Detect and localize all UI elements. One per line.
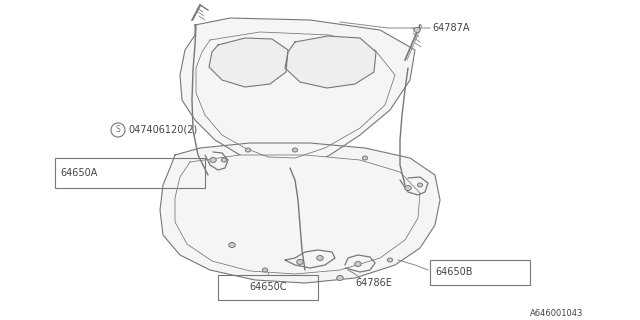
Ellipse shape bbox=[404, 186, 412, 190]
Polygon shape bbox=[180, 18, 415, 168]
Bar bbox=[430, 260, 530, 285]
Ellipse shape bbox=[337, 276, 343, 281]
Ellipse shape bbox=[228, 243, 236, 247]
Ellipse shape bbox=[210, 157, 216, 163]
Text: 64650C: 64650C bbox=[249, 282, 287, 292]
Text: A646001043: A646001043 bbox=[530, 308, 584, 317]
Text: 047406120(2): 047406120(2) bbox=[128, 125, 197, 135]
Ellipse shape bbox=[297, 260, 303, 265]
Ellipse shape bbox=[262, 268, 268, 272]
Text: 64650B: 64650B bbox=[435, 267, 472, 277]
Text: S: S bbox=[116, 125, 120, 134]
Ellipse shape bbox=[355, 261, 361, 267]
Bar bbox=[55, 158, 205, 188]
Bar bbox=[218, 275, 318, 300]
Polygon shape bbox=[175, 155, 420, 274]
Polygon shape bbox=[160, 143, 440, 283]
Ellipse shape bbox=[387, 258, 392, 262]
Ellipse shape bbox=[317, 255, 323, 260]
Text: 64650A: 64650A bbox=[60, 168, 97, 178]
Ellipse shape bbox=[362, 156, 367, 160]
Polygon shape bbox=[196, 32, 395, 158]
Polygon shape bbox=[209, 38, 288, 87]
Ellipse shape bbox=[245, 148, 251, 152]
Ellipse shape bbox=[221, 158, 227, 162]
Ellipse shape bbox=[413, 28, 420, 33]
Ellipse shape bbox=[292, 148, 298, 152]
Text: 64786E: 64786E bbox=[355, 278, 392, 288]
Ellipse shape bbox=[417, 183, 422, 187]
Polygon shape bbox=[285, 36, 376, 88]
Text: 64787A: 64787A bbox=[432, 23, 470, 33]
